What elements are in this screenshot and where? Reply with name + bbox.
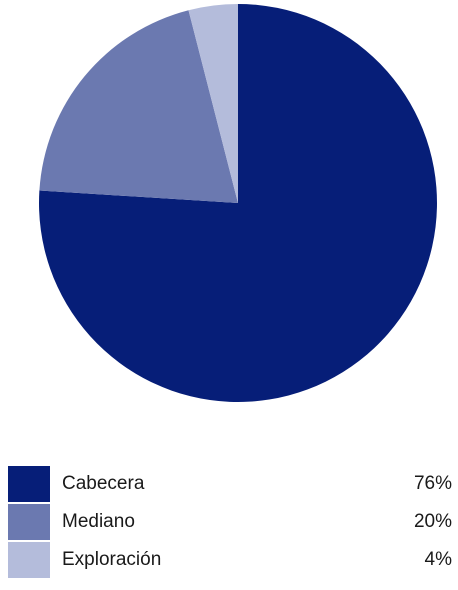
legend: Cabecera 76% Mediano 20% Exploración 4% bbox=[8, 466, 458, 580]
legend-item-cabecera: Cabecera 76% bbox=[8, 466, 458, 502]
legend-label: Exploración bbox=[62, 549, 162, 570]
pie-slice-mediano bbox=[39, 10, 238, 203]
legend-swatch bbox=[8, 466, 50, 502]
pie-chart bbox=[38, 4, 437, 403]
legend-label: Mediano bbox=[62, 511, 135, 532]
legend-item-mediano: Mediano 20% bbox=[8, 504, 458, 540]
pie-slice-cabecera bbox=[38, 4, 437, 403]
legend-swatch bbox=[8, 542, 50, 578]
pie-slice-exploracion bbox=[188, 4, 238, 203]
legend-swatch bbox=[8, 504, 50, 540]
legend-value: 20% bbox=[413, 511, 452, 532]
legend-value: 76% bbox=[413, 473, 452, 494]
legend-value: 4% bbox=[424, 549, 452, 570]
legend-label: Cabecera bbox=[62, 473, 145, 494]
legend-item-exploracion: Exploración 4% bbox=[8, 542, 458, 578]
